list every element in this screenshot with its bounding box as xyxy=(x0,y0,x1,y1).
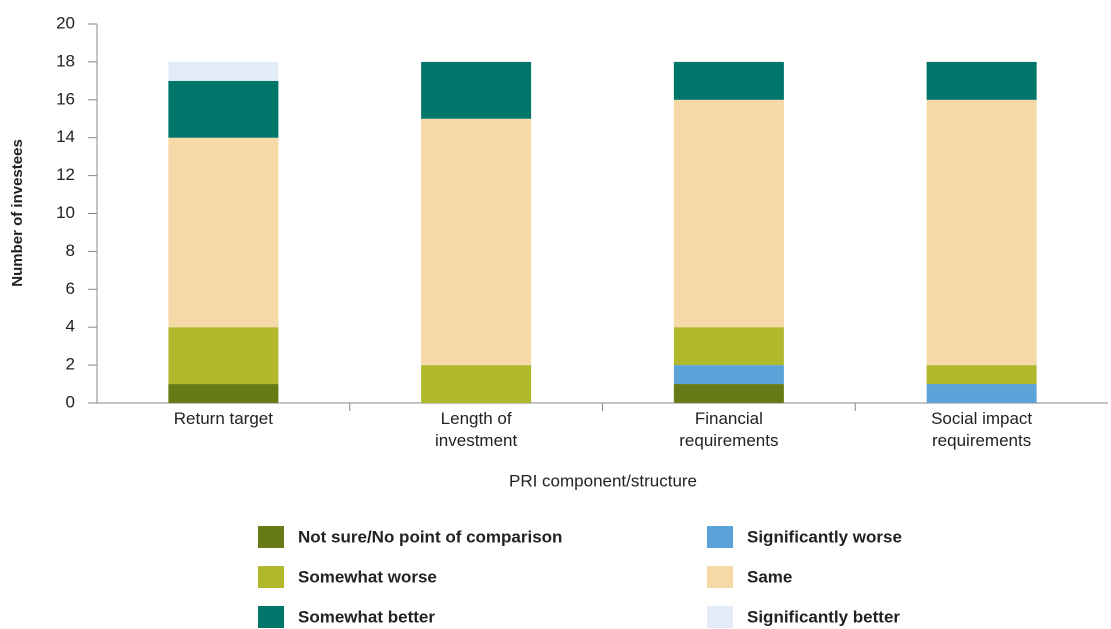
legend-swatch xyxy=(707,566,733,588)
legend-label: Same xyxy=(747,567,792,586)
y-axis-title: Number of investees xyxy=(9,139,26,287)
y-tick-label: 20 xyxy=(56,13,75,32)
bar-segment xyxy=(926,365,1037,385)
bar-segment xyxy=(673,61,784,100)
legend-label: Somewhat better xyxy=(298,607,435,626)
y-tick-label: 8 xyxy=(66,241,75,260)
bar-segment xyxy=(673,365,784,385)
y-tick-label: 12 xyxy=(56,165,75,184)
legend-label: Significantly better xyxy=(747,607,900,626)
bar-segment xyxy=(673,384,784,403)
y-tick-label: 6 xyxy=(66,279,75,298)
bar-segment xyxy=(168,327,279,385)
legend-label: Somewhat worse xyxy=(298,567,437,586)
bar-segment xyxy=(926,61,1037,100)
x-tick-label: Return target xyxy=(173,409,273,428)
bar-segment xyxy=(926,99,1037,366)
bar-segment xyxy=(421,61,532,119)
x-tick-label: Length of investment xyxy=(435,409,518,450)
bar-segment xyxy=(168,384,279,403)
y-tick-label: 14 xyxy=(56,127,75,146)
legend-label: Significantly worse xyxy=(747,527,902,546)
bar-segment xyxy=(673,327,784,366)
legend-swatch xyxy=(258,606,284,628)
legend-swatch xyxy=(258,526,284,548)
y-tick-label: 18 xyxy=(56,51,75,70)
x-tick-label: Financial requirements xyxy=(679,409,779,450)
bar-segment xyxy=(673,99,784,328)
y-tick-label: 16 xyxy=(56,89,75,108)
y-tick-label: 2 xyxy=(66,355,75,374)
bar-segment xyxy=(421,118,532,366)
legend-swatch xyxy=(258,566,284,588)
y-tick-label: 10 xyxy=(56,203,75,222)
legend-swatch xyxy=(707,526,733,548)
legend-label: Not sure/No point of comparison xyxy=(298,527,562,546)
x-axis-title: PRI component/structure xyxy=(509,471,697,490)
x-tick-label: Social impact requirements xyxy=(931,409,1033,450)
bar-segment xyxy=(421,365,532,403)
bar-segment xyxy=(168,80,279,138)
legend-swatch xyxy=(707,606,733,628)
bar-segment xyxy=(168,61,279,81)
y-tick-label: 0 xyxy=(66,392,75,411)
y-tick-label: 4 xyxy=(66,317,75,336)
bar-segment xyxy=(168,137,279,328)
bar-segment xyxy=(926,384,1037,403)
